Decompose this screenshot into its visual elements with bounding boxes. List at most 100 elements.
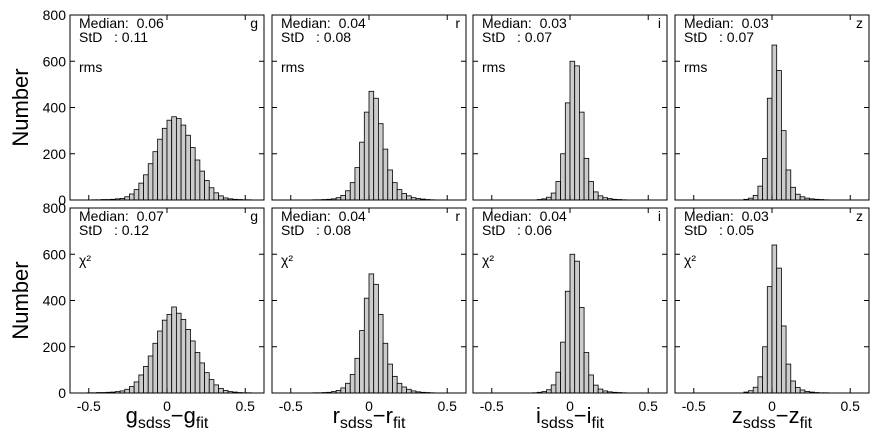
bar bbox=[564, 290, 571, 394]
bar bbox=[147, 163, 154, 201]
bar bbox=[373, 283, 379, 394]
x-tick-label: 0 bbox=[163, 398, 171, 414]
method-label: χ² bbox=[684, 252, 696, 268]
bar bbox=[776, 70, 782, 201]
bar bbox=[578, 111, 585, 201]
x-axis-label-part: fit bbox=[393, 415, 406, 432]
bar bbox=[124, 388, 130, 394]
bar bbox=[152, 342, 159, 394]
bar bbox=[569, 60, 576, 201]
median-text: Median: 0.03 bbox=[482, 15, 567, 31]
bar bbox=[560, 153, 566, 201]
bar bbox=[588, 181, 594, 201]
x-axis-label-part: z bbox=[732, 403, 743, 428]
bar bbox=[785, 169, 792, 201]
median-text: Median: 0.06 bbox=[79, 15, 164, 31]
x-axis-label-part: −r bbox=[373, 403, 393, 428]
bar bbox=[138, 374, 144, 394]
bar bbox=[340, 387, 346, 394]
x-axis-label-part: −g bbox=[171, 403, 196, 428]
bar bbox=[762, 157, 768, 201]
bar bbox=[199, 170, 205, 201]
bar bbox=[161, 319, 168, 394]
bar bbox=[752, 386, 759, 394]
x-axis-label-part: fit bbox=[196, 415, 209, 432]
x-axis-label-part: i bbox=[536, 403, 541, 428]
bar bbox=[218, 387, 224, 394]
band-label: g bbox=[250, 208, 258, 224]
y-tick-label: 400 bbox=[43, 293, 67, 309]
bar bbox=[757, 376, 764, 394]
bar bbox=[790, 380, 796, 394]
method-label: rms bbox=[482, 59, 505, 75]
bar bbox=[560, 341, 566, 394]
bar bbox=[349, 374, 356, 394]
bar bbox=[771, 244, 778, 394]
bar bbox=[382, 148, 389, 201]
method-label: χ² bbox=[281, 252, 293, 268]
method-label: rms bbox=[281, 59, 304, 75]
bar bbox=[152, 151, 159, 201]
bar bbox=[180, 319, 187, 394]
bar bbox=[795, 387, 801, 394]
bar bbox=[766, 286, 773, 394]
bar bbox=[171, 116, 177, 201]
bar bbox=[785, 363, 792, 394]
bar bbox=[359, 141, 365, 201]
y-tick-label: 600 bbox=[43, 246, 67, 262]
bar bbox=[569, 253, 576, 394]
bar bbox=[377, 123, 384, 201]
bar bbox=[161, 127, 168, 201]
bar bbox=[578, 307, 585, 394]
method-label: rms bbox=[684, 59, 707, 75]
std-text: StD : 0.08 bbox=[281, 222, 351, 238]
median-text: Median: 0.03 bbox=[684, 208, 769, 224]
bar bbox=[129, 193, 135, 201]
y-tick-label: 0 bbox=[58, 192, 66, 208]
x-axis-label-part: −z bbox=[776, 403, 800, 428]
x-tick-label: 0 bbox=[365, 398, 373, 414]
bar bbox=[396, 189, 403, 201]
std-text: StD : 0.11 bbox=[79, 29, 148, 45]
method-label: χ² bbox=[482, 252, 494, 268]
bar bbox=[574, 65, 580, 201]
y-tick-label: 800 bbox=[43, 200, 67, 216]
x-tick-label: -0.5 bbox=[682, 398, 706, 414]
std-text: StD : 0.06 bbox=[482, 222, 552, 238]
bar bbox=[406, 195, 412, 201]
bar bbox=[564, 102, 571, 201]
bar bbox=[780, 325, 787, 394]
median-text: Median: 0.04 bbox=[482, 208, 567, 224]
bar bbox=[199, 362, 205, 394]
bar bbox=[593, 191, 599, 201]
bar bbox=[382, 342, 389, 394]
bar bbox=[593, 384, 599, 394]
bar bbox=[387, 169, 393, 201]
x-axis-label-part: −i bbox=[574, 403, 592, 428]
bar bbox=[138, 182, 144, 201]
bar bbox=[354, 167, 361, 201]
median-text: Median: 0.04 bbox=[281, 15, 366, 31]
x-tick-label: 0.5 bbox=[840, 398, 860, 414]
bar bbox=[766, 97, 773, 201]
bar bbox=[387, 363, 393, 394]
x-tick-label: -0.5 bbox=[77, 398, 101, 414]
bar bbox=[574, 260, 580, 394]
bar bbox=[396, 382, 403, 394]
x-axis-label-part: fit bbox=[800, 415, 813, 432]
bar bbox=[368, 273, 375, 394]
y-tick-label: 600 bbox=[43, 53, 67, 69]
bar bbox=[208, 187, 215, 201]
bar bbox=[190, 147, 196, 201]
bar bbox=[129, 386, 135, 394]
bar bbox=[157, 138, 163, 201]
bar bbox=[354, 357, 361, 394]
x-axis-label-part: fit bbox=[592, 415, 605, 432]
bar bbox=[190, 340, 196, 394]
bar bbox=[185, 329, 191, 394]
bar bbox=[345, 382, 351, 394]
x-axis-label: gsdss−gfit bbox=[126, 403, 209, 432]
bar bbox=[194, 352, 201, 394]
x-axis-label: zsdss−zfit bbox=[732, 403, 813, 432]
